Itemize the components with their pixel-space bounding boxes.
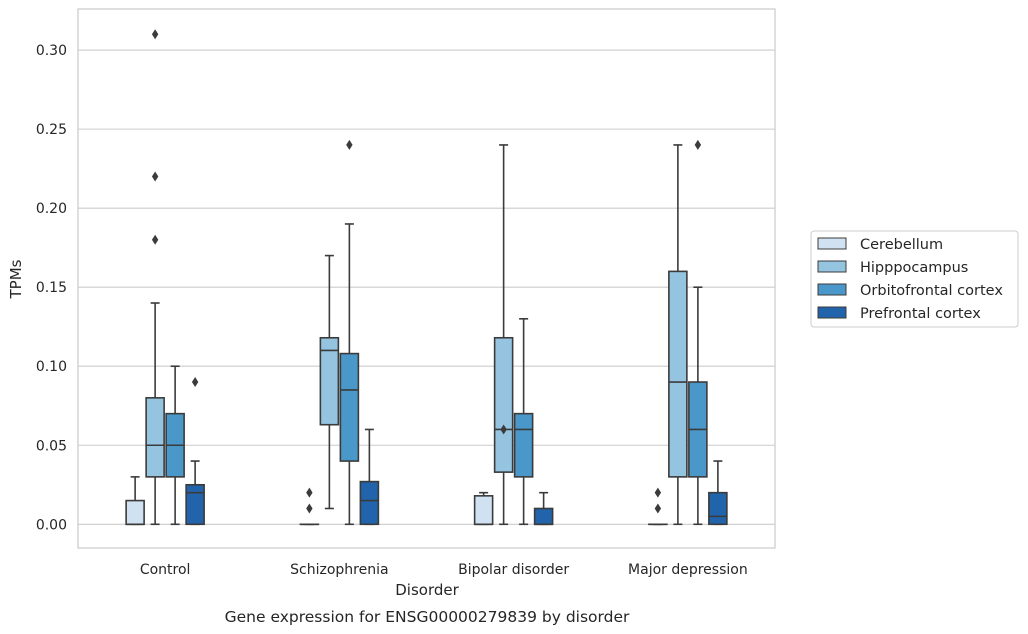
outlier-point [306, 503, 313, 514]
x-tick-labels: Control Schizophrenia Bipolar disorder Majo… [140, 562, 748, 578]
outlier-point [306, 487, 313, 498]
outlier-point [151, 171, 159, 182]
box [513, 412, 534, 478]
legend-swatch [817, 283, 847, 296]
legend-label: Cerebellum [860, 237, 943, 253]
box-group [299, 487, 320, 526]
box [185, 483, 205, 526]
x-tick-label: Major depression [628, 562, 748, 578]
y-tick-label: 0.30 [36, 43, 67, 59]
y-tick-labels: 0.00 0.05 0.10 0.15 0.20 0.25 0.30 [36, 43, 67, 533]
outlier-point [151, 234, 159, 245]
box-group [125, 476, 145, 526]
legend-swatch [817, 306, 847, 319]
box [533, 507, 554, 526]
box [473, 495, 494, 526]
y-tick-label: 0.15 [36, 280, 67, 296]
legend-swatch [817, 237, 847, 250]
box-group [473, 491, 494, 526]
box [668, 270, 688, 478]
box [359, 480, 380, 526]
box [319, 336, 340, 426]
x-tick-label: Control [140, 562, 191, 578]
box-group [319, 254, 340, 510]
box-group [359, 428, 380, 526]
box [708, 491, 728, 526]
box-group [145, 29, 165, 526]
grid-lines [78, 49, 775, 525]
box [493, 336, 514, 473]
y-tick-label: 0.00 [36, 517, 67, 533]
y-tick-label: 0.05 [36, 438, 67, 454]
legend: Cerebellum Hipppocampus Orbitofrontal cort… [810, 230, 1019, 328]
legend-swatch [817, 260, 847, 273]
box-group [688, 139, 708, 526]
outlier-point [500, 424, 507, 435]
box-group [708, 460, 728, 526]
x-tick-label: Bipolar disorder [458, 562, 569, 578]
chart-caption: Gene expression for ENSG00000279839 by d… [225, 608, 630, 626]
box-group [165, 365, 185, 526]
x-tick-label: Schizophrenia [290, 562, 388, 578]
box [145, 397, 165, 478]
legend-label: Hipppocampus [860, 260, 968, 276]
legend-label: Prefrontal cortex [860, 306, 981, 322]
y-tick-label: 0.20 [36, 201, 67, 217]
box-group [668, 144, 688, 526]
y-tick-label: 0.25 [36, 122, 67, 138]
box-group [339, 139, 360, 526]
box-layer [125, 29, 728, 526]
box-group [533, 491, 554, 526]
box [125, 499, 145, 526]
outlier-point [151, 29, 159, 40]
y-axis-label: TPMs [7, 259, 25, 299]
outlier-point [654, 487, 662, 498]
outlier-point [694, 139, 702, 150]
outlier-point [191, 377, 199, 388]
outlier-point [654, 503, 662, 514]
box-group [185, 377, 205, 526]
y-tick-label: 0.10 [36, 359, 67, 375]
x-axis-label: Disorder [395, 581, 459, 599]
box-group [648, 487, 668, 526]
outlier-point [346, 139, 353, 150]
legend-frame [810, 230, 1019, 328]
box-group [513, 318, 534, 526]
plot-frame [77, 8, 776, 549]
legend-label: Orbitofrontal cortex [860, 283, 1003, 299]
box [339, 352, 360, 462]
box-group [493, 144, 514, 526]
